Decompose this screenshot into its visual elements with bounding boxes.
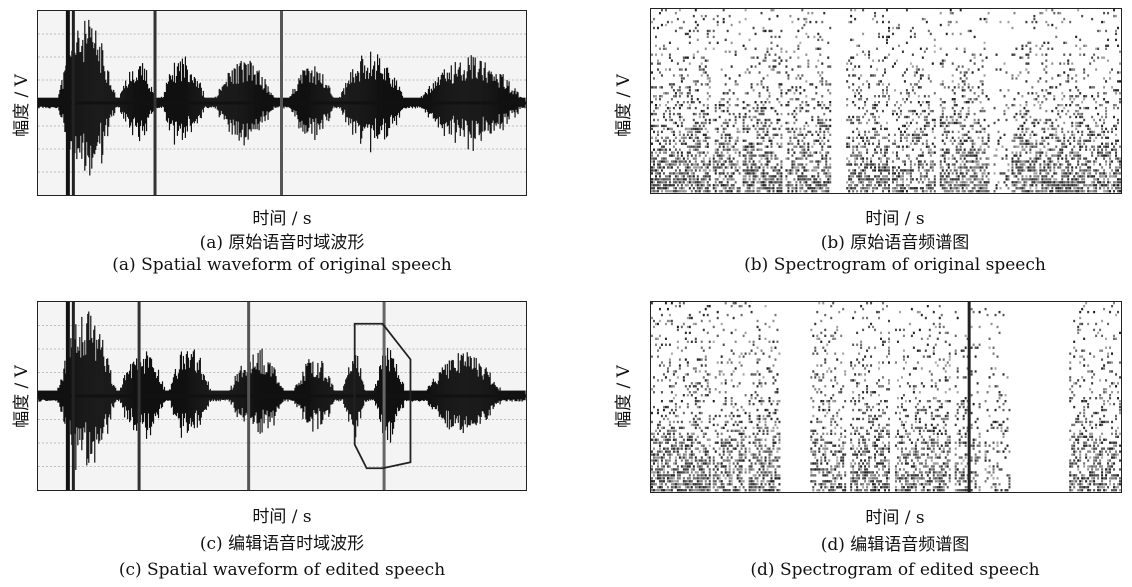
spectrogram-plot (650, 8, 1122, 194)
x-axis-label: 时间 / s (252, 209, 312, 229)
caption-en: (b) Spectrogram of original speech (744, 255, 1046, 275)
y-axis-label: 幅度 / V (613, 365, 634, 428)
spectrogram-svg (651, 9, 1121, 193)
spectrogram-plot (650, 301, 1122, 493)
waveform-svg (38, 11, 526, 195)
waveform-svg (38, 302, 526, 490)
x-axis-label: 时间 / s (252, 507, 312, 527)
caption-cn: (c) 编辑语音时域波形 (199, 534, 365, 554)
waveform-plot (37, 10, 527, 196)
caption-cn: (d) 编辑语音频谱图 (820, 535, 970, 555)
caption-en: (c) Spatial waveform of edited speech (118, 560, 446, 580)
waveform-plot (37, 301, 527, 491)
waveform-trace (38, 311, 526, 470)
caption-en: (a) Spatial waveform of original speech (112, 255, 452, 275)
x-axis-label: 时间 / s (865, 508, 925, 528)
x-axis-label: 时间 / s (865, 209, 925, 229)
spectrogram-svg (651, 302, 1121, 492)
y-axis-label: 幅度 / V (11, 365, 32, 428)
caption-en: (d) Spectrogram of edited speech (750, 560, 1040, 580)
y-axis-label: 幅度 / V (11, 74, 32, 137)
y-axis-label: 幅度 / V (613, 74, 634, 137)
caption-cn: (a) 原始语音时域波形 (199, 233, 365, 253)
caption-cn: (b) 原始语音频谱图 (820, 233, 970, 253)
